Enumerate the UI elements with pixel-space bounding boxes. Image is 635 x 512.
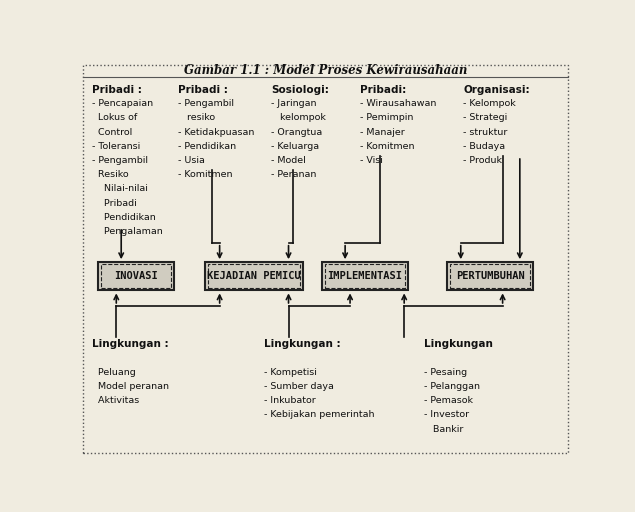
Bar (450, 265, 530, 288)
Text: - Pengambil: - Pengambil (91, 156, 148, 165)
Text: kelompok: kelompok (271, 114, 326, 122)
Text: Pendidikan: Pendidikan (91, 213, 156, 222)
Text: Pengalaman: Pengalaman (91, 227, 163, 236)
Text: Lingkungan: Lingkungan (424, 339, 493, 349)
Text: - Manajer: - Manajer (360, 127, 404, 137)
Text: Pribadi :: Pribadi : (178, 85, 228, 95)
Text: Sosiologi:: Sosiologi: (271, 85, 329, 95)
Text: - Pemimpin: - Pemimpin (360, 114, 413, 122)
Text: - Inkubator: - Inkubator (264, 396, 316, 405)
Text: IMPLEMENTASI: IMPLEMENTASI (327, 271, 403, 281)
Text: - Strategi: - Strategi (464, 114, 507, 122)
Text: - Pesaing: - Pesaing (424, 368, 467, 377)
Text: - Kelompok: - Kelompok (464, 99, 516, 108)
Text: Aktivitas: Aktivitas (91, 396, 139, 405)
Text: - Pencapaian: - Pencapaian (91, 99, 153, 108)
Bar (324, 265, 405, 288)
Text: - Wirausahawan: - Wirausahawan (360, 99, 436, 108)
Text: - Visi: - Visi (360, 156, 383, 165)
Text: - Pendidikan: - Pendidikan (178, 142, 236, 151)
Text: Lingkungan :: Lingkungan : (264, 339, 340, 349)
Text: - Toleransi: - Toleransi (91, 142, 140, 151)
Text: - Model: - Model (271, 156, 306, 165)
Text: Bankir: Bankir (424, 424, 464, 434)
Text: - struktur: - struktur (464, 127, 507, 137)
Text: - Komitmen: - Komitmen (360, 142, 415, 151)
Text: - Budaya: - Budaya (464, 142, 505, 151)
Text: Pribadi:: Pribadi: (360, 85, 406, 95)
Text: Resiko: Resiko (91, 170, 128, 179)
Text: - Peranan: - Peranan (271, 170, 317, 179)
Text: - Keluarga: - Keluarga (271, 142, 319, 151)
Text: Pribadi :: Pribadi : (91, 85, 142, 95)
Text: - Komitmen: - Komitmen (178, 170, 232, 179)
Bar (447, 262, 533, 290)
Text: - Sumber daya: - Sumber daya (264, 382, 334, 391)
Text: Lokus of: Lokus of (91, 114, 137, 122)
Text: Nilai-nilai: Nilai-nilai (91, 184, 147, 194)
Text: - Pemasok: - Pemasok (424, 396, 473, 405)
Text: - Orangtua: - Orangtua (271, 127, 323, 137)
Text: - Kompetisi: - Kompetisi (264, 368, 317, 377)
Text: Peluang: Peluang (91, 368, 135, 377)
Text: Control: Control (91, 127, 132, 137)
Text: - Ketidakpuasan: - Ketidakpuasan (178, 127, 254, 137)
Bar (322, 262, 408, 290)
Text: Pribadi: Pribadi (91, 199, 137, 208)
Text: KEJADIAN PEMICU: KEJADIAN PEMICU (207, 271, 301, 281)
Bar (98, 262, 174, 290)
Bar (208, 265, 300, 288)
Bar (205, 262, 304, 290)
FancyBboxPatch shape (83, 65, 568, 453)
Bar (101, 265, 171, 288)
Text: - Produk: - Produk (464, 156, 502, 165)
Text: - Usia: - Usia (178, 156, 204, 165)
Text: INOVASI: INOVASI (114, 271, 158, 281)
Text: - Pengambil: - Pengambil (178, 99, 234, 108)
Text: - Pelanggan: - Pelanggan (424, 382, 480, 391)
Text: Model peranan: Model peranan (91, 382, 169, 391)
Text: Lingkungan :: Lingkungan : (91, 339, 168, 349)
Text: - Kebijakan pemerintah: - Kebijakan pemerintah (264, 410, 375, 419)
Text: Organisasi:: Organisasi: (464, 85, 530, 95)
Text: - Jaringan: - Jaringan (271, 99, 317, 108)
Text: - Investor: - Investor (424, 410, 469, 419)
Text: Gambar 1.1 : Model Proses Kewirausahaan: Gambar 1.1 : Model Proses Kewirausahaan (184, 63, 467, 77)
Text: PERTUMBUHAN: PERTUMBUHAN (456, 271, 525, 281)
Text: resiko: resiko (178, 114, 215, 122)
